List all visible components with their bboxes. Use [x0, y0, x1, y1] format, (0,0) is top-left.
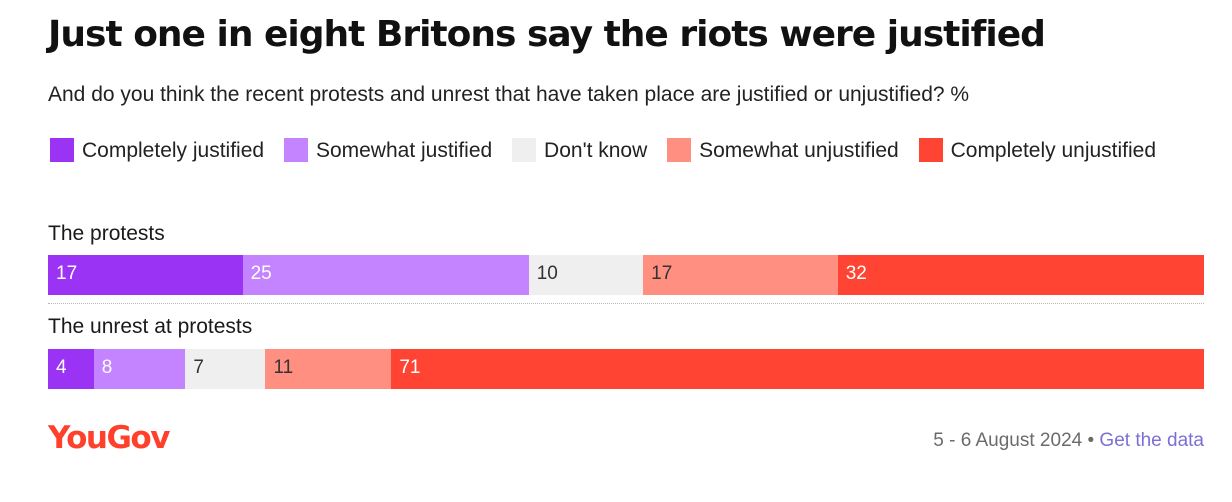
row-label-unrest: The unrest at protests: [48, 315, 253, 338]
data-label-0-2: 10: [536, 263, 558, 284]
chart-subtitle: And do you think the recent protests and…: [48, 83, 970, 106]
legend-label-3: Somewhat unjustified: [699, 139, 899, 162]
bar-segment-1-0: 4: [48, 349, 94, 389]
legend-item-0: Completely justified: [50, 138, 265, 162]
data-label-0-3: 17: [651, 263, 673, 284]
bar-segment-0-2: 10: [528, 255, 644, 295]
legend-label-1: Somewhat justified: [315, 139, 493, 162]
legend-swatch-0: [50, 138, 74, 162]
data-label-1-3: 11: [273, 357, 294, 378]
data-label-0-4: 32: [845, 263, 867, 284]
bar-segment-0-1: 25: [242, 255, 529, 295]
bar-unrest: 4 8 7 11 71: [48, 349, 1204, 389]
legend-swatch-4: [918, 138, 943, 162]
chart-legend: Completely justified Somewhat justified …: [50, 135, 1225, 166]
legend-swatch-2: [512, 138, 537, 162]
data-label-0-0: 17: [56, 263, 78, 284]
footer-date: 5 - 6 August 2024: [933, 430, 1083, 451]
bar-segment-1-2: 7: [185, 349, 266, 389]
bar-protests: 17 25 10 17 32: [48, 255, 1204, 295]
data-label-1-4: 71: [399, 357, 421, 378]
get-the-data-link[interactable]: Get the data: [1099, 430, 1204, 451]
bar-segment-0-4: 32: [837, 255, 1204, 295]
data-label-1-0: 4: [56, 357, 67, 378]
data-label-0-1: 25: [250, 263, 272, 284]
legend-swatch-1: [283, 138, 308, 162]
data-label-1-1: 8: [101, 357, 113, 378]
row-label-protests: The protests: [48, 222, 165, 245]
bar-segment-1-1: 8: [93, 349, 186, 389]
bar-segment-1-4: 71: [391, 349, 1204, 389]
legend-item-3: Somewhat unjustified: [667, 138, 899, 162]
bar-segment-0-0: 17: [48, 255, 243, 295]
bar-segment-1-3: 11: [265, 349, 392, 389]
legend-label-2: Don't know: [544, 139, 648, 162]
legend-item-4: Completely unjustified: [918, 138, 1157, 162]
legend-label-4: Completely unjustified: [950, 139, 1157, 162]
legend-item-2: Don't know: [512, 138, 648, 162]
legend-swatch-3: [667, 138, 692, 162]
legend-item-1: Somewhat justified: [283, 138, 493, 162]
data-label-1-2: 7: [193, 357, 204, 378]
bar-segment-0-3: 17: [643, 255, 838, 295]
legend-label-0: Completely justified: [82, 139, 265, 162]
footer-meta: 5 - 6 August 2024 • Get the data: [933, 430, 1204, 452]
yougov-logo: YouGov: [48, 420, 170, 456]
row-divider: [48, 303, 1204, 304]
footer-separator: •: [1087, 430, 1095, 451]
chart-title: Just one in eight Britons say the riots …: [48, 14, 1046, 55]
